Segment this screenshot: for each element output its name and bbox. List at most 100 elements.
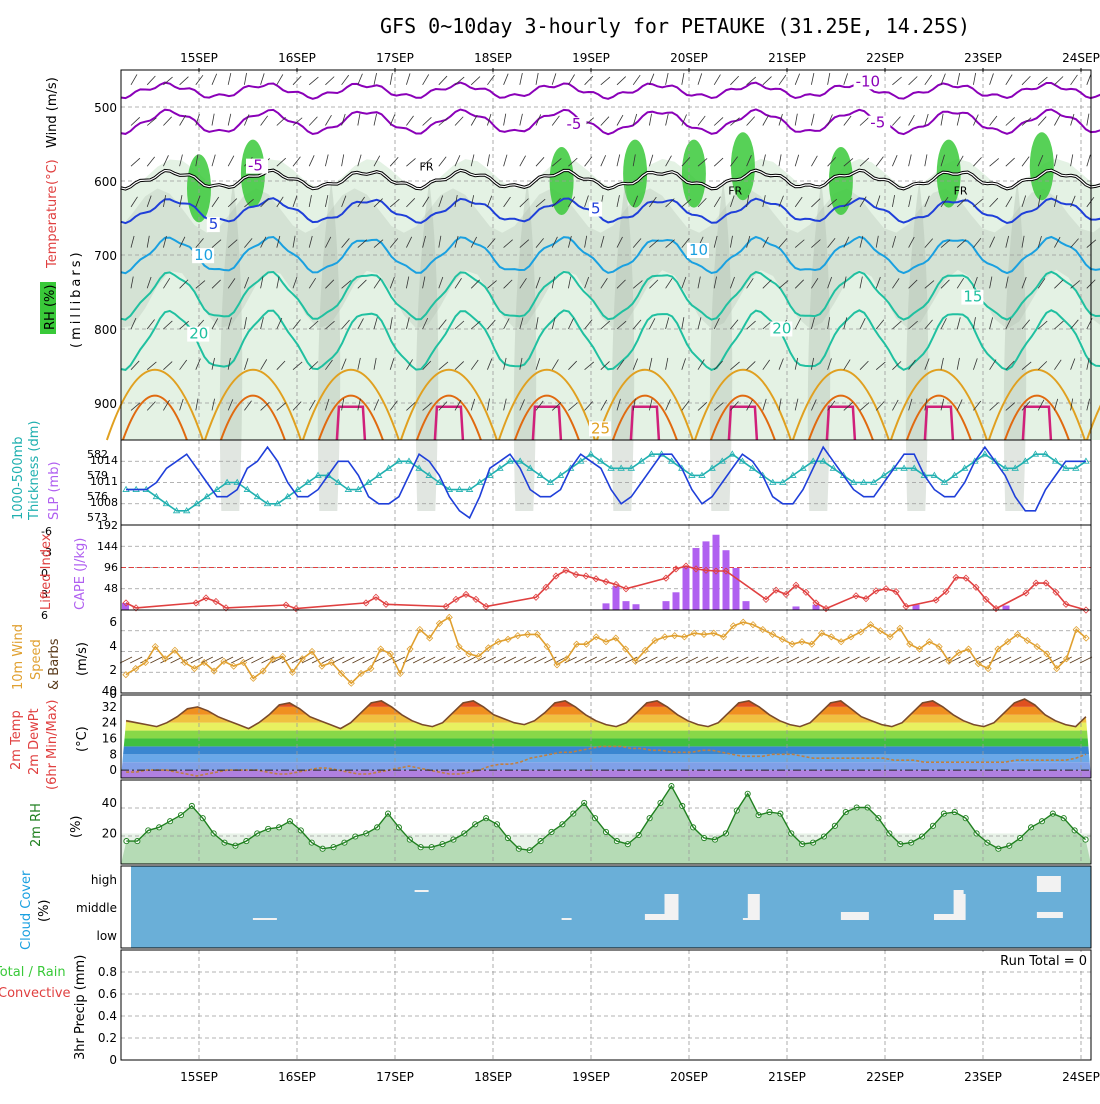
cape-bar [792,606,800,610]
lifted-index-marker [532,593,540,601]
isotherm-label-bg [187,326,210,342]
wind-barb [1070,238,1079,248]
wind10-barb [281,656,294,664]
thickness-label-1: 1000-500mb [11,436,26,520]
wind10-barb [1019,656,1032,664]
wind10-speed-marker [504,635,512,643]
run-total-label: Run Total = 0 [1000,954,1087,969]
thickness-tick: 579 [87,469,108,482]
wind-barb [406,276,410,289]
wind-barb [584,235,588,248]
isotherm-30-arch [513,394,580,441]
wind-barb [487,195,493,208]
wind-barb [308,277,317,289]
wind-barb [1054,76,1064,86]
thickness-marker [748,464,757,471]
isotherm-25-arch [301,368,400,441]
wind-barb [292,361,303,371]
wind-barb [179,154,183,167]
wind10-barb [978,656,992,664]
lifted-index-marker [552,572,560,580]
t2-temp-line [125,698,1087,730]
wind-barb [681,157,691,167]
wind-barb [827,276,833,289]
wind10-speed-marker [161,655,169,663]
wind-barb [227,155,235,167]
wind-barb [697,73,703,85]
cape-bar [122,603,129,610]
thickness-marker [910,464,918,471]
wind-barb [956,239,967,248]
wind10-barb [806,656,820,664]
wind-barb [179,320,189,330]
wind-barb [292,319,301,330]
wind-barb [746,320,756,330]
wind-barb [973,157,982,167]
thickness-marker [829,464,838,471]
wind10-barb [119,656,133,664]
wind10-speed-marker [533,630,541,638]
wind-barb [470,398,476,411]
wind-barb [1037,195,1041,207]
wind10-speed-marker [357,669,365,678]
wind-barb [438,75,448,86]
cloud-block [742,918,757,920]
wind-barb [211,154,216,167]
wind-barb [908,195,912,207]
wind-barb [665,399,671,411]
date-label-top: 16SEP [278,51,316,65]
wind10-barb [786,656,800,664]
wind-barb [163,195,167,207]
wind-barb [859,276,863,289]
wind-barb [535,238,544,248]
wind10-barb [736,656,749,664]
lifted-index-marker [482,602,490,611]
wind-barb [1005,318,1012,330]
wind-barb [551,276,555,289]
wind-barb [827,114,833,126]
wind-barb [600,155,607,167]
wind10-speed-marker [896,624,904,632]
wind10-barb [928,656,941,664]
wind-barb [211,113,215,126]
rh2-label: 2m RH [29,803,44,847]
precip-panel: 0.8 0.6 0.4 0.2 0 Run Total = 0 [98,949,1092,1067]
wind-barb [341,238,350,248]
wind-barb [1021,361,1032,371]
wind-barb [551,198,561,208]
li-tick: 6 [41,609,48,622]
wind-barb [276,157,286,167]
wind-barb [778,238,788,248]
wind-barb [325,154,329,167]
wind10-speed-marker [955,649,963,657]
wind-barb [811,113,815,126]
wind10-speed-marker [798,638,806,646]
wind10-speed-marker [151,643,159,651]
wind-barb [713,360,723,370]
wind10-barb [150,656,163,664]
wind-barb [940,113,944,126]
thickness-marker [1062,464,1070,471]
wind-barb [1070,74,1078,86]
wind-barb [454,399,462,411]
wind-barb [1005,402,1016,411]
wind10-speed-marker [426,634,434,642]
wind-barb [681,198,692,208]
wind-barb [616,279,626,289]
wind-barb [989,115,998,126]
wind-barb [244,72,247,85]
wind-barb [308,116,318,126]
wind10-speed-marker [582,640,590,648]
wind-barb [827,317,831,330]
isotherm-15 [120,270,1100,321]
wind-barb [778,113,783,126]
lifted-index-marker [822,605,830,613]
wind-barb [875,361,886,371]
wind10-speed-marker [367,665,375,673]
precip-tick: 0.8 [98,965,117,979]
thickness-marker [253,492,262,500]
pressure-tick-label: 600 [94,175,117,189]
wind10-barb [261,656,274,664]
wind-barb [503,113,507,126]
wind-barb [195,74,204,86]
